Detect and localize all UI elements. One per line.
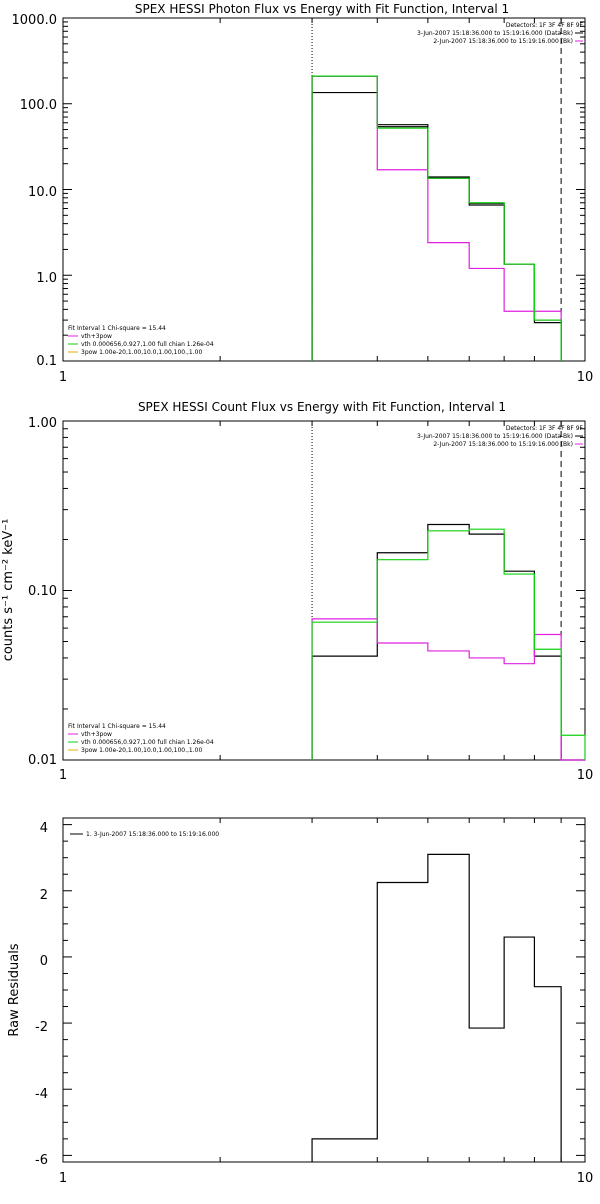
- panel-1-ytick: 100.0: [20, 98, 57, 113]
- panel-1-fit-label: vth+3pow: [81, 333, 112, 340]
- panel-3-plot-marks: [62, 818, 586, 1162]
- histogram-series-2: [311, 91, 562, 361]
- panel-1-title: SPEX HESSI Photon Flux vs Energy with Fi…: [135, 2, 509, 16]
- panel-1-ytick: 1.0: [36, 271, 57, 286]
- panel-2-legend-data-bk: 3-Jun-2007 15:18:36.000 to 15:19:16.000 …: [417, 433, 573, 440]
- panel-3-ytick: -4: [35, 1087, 48, 1102]
- panel-3-ytick: 0: [40, 954, 48, 969]
- panel-3-legend-label: 1. 3-Jun-2007 15:18:36.000 to 15:19:16.0…: [86, 831, 219, 838]
- panel-2-xtick: 1: [59, 768, 67, 783]
- histogram-series-3: [311, 528, 586, 760]
- panel-3-ytick: -2: [35, 1020, 48, 1035]
- histogram-series-3: [311, 75, 562, 361]
- panel-3-axes: [62, 817, 586, 1163]
- panel-1-plot-marks: [62, 17, 586, 362]
- panel-2-title: SPEX HESSI Count Flux vs Energy with Fit…: [138, 400, 506, 414]
- panel-2-plot-marks: [62, 420, 586, 761]
- panel-3-ytick: -6: [35, 1153, 48, 1168]
- panel-2-xtick: 10: [577, 768, 594, 783]
- panel-3-ytick: 4: [40, 821, 48, 836]
- panel-1-detectors-label: Detectors: 1F 3F 4F 8F 9F: [506, 22, 584, 29]
- panel-1-ytick: 1000.0: [12, 13, 58, 28]
- panel-1-xtick: 10: [577, 370, 594, 385]
- histogram-series-1: [311, 853, 562, 1162]
- histogram-series-1: [311, 75, 562, 361]
- panel-2-fit-interval-label: Fit Interval 1 Chi-square = 15.44: [68, 723, 166, 730]
- panel-3-ylabel: Raw Residuals: [7, 943, 22, 1036]
- panel-2-detectors-label: Detectors: 1F 3F 4F 8F 9F: [506, 425, 584, 432]
- panel-2-legend-bk: 2-Jun-2007 15:18:36.000 to 15:19:16.000 …: [433, 441, 573, 448]
- panel-1-fit-interval-label: Fit Interval 1 Chi-square = 15.44: [68, 325, 166, 332]
- panel-2-ylabel: counts s⁻¹ cm⁻² keV⁻¹: [1, 519, 16, 662]
- panel-2-fit-label: 3pow 1.00e-20,1.00,10.0,1.00,100.,1.00: [81, 747, 202, 754]
- panel-3-xtick: 10: [577, 1171, 594, 1186]
- panel-2-ytick: 1.00: [28, 416, 57, 431]
- panel-2-fit-label: vth 0.000656,0.927,1.00 full chian 1.26e…: [81, 739, 214, 746]
- panel-2-ytick: 0.10: [28, 584, 57, 599]
- panel-1-legend-data-bk: 3-Jun-2007 15:18:36.000 to 15:19:16.000 …: [417, 30, 573, 37]
- panel-2-fit-label: vth+3pow: [81, 731, 112, 738]
- histogram-series-4: [311, 75, 562, 361]
- panel-1-xtick: 1: [59, 370, 67, 385]
- residuals-panel: -6 -4 -2 0 2 4 1 10 Raw Residuals 1. 3-J…: [7, 817, 594, 1186]
- panel-1-ytick: 10.0: [28, 185, 57, 200]
- histogram-series-2: [311, 618, 585, 761]
- count-flux-panel: SPEX HESSI Count Flux vs Energy with Fit…: [1, 400, 593, 783]
- panel-1-axes: [62, 17, 586, 362]
- panel-1-ytick: 0.1: [36, 354, 57, 369]
- panel-1-fit-label: 3pow 1.00e-20,1.00,10.0,1.00,100.,1.00: [81, 349, 202, 356]
- panel-1-legend-bk: 2-Jun-2007 15:18:36.000 to 15:19:16.000 …: [433, 38, 573, 45]
- panel-3-ytick: 2: [40, 888, 48, 903]
- histogram-series-1: [311, 523, 585, 761]
- panel-3-xtick: 1: [59, 1171, 67, 1186]
- panel-2-ytick: 0.01: [28, 753, 57, 768]
- panel-1-fit-label: vth 0.000656,0.927,1.00 full chian 1.26e…: [81, 341, 214, 348]
- panel-2-axes: [62, 420, 586, 761]
- photon-flux-panel: SPEX HESSI Photon Flux vs Energy with Fi…: [12, 2, 594, 385]
